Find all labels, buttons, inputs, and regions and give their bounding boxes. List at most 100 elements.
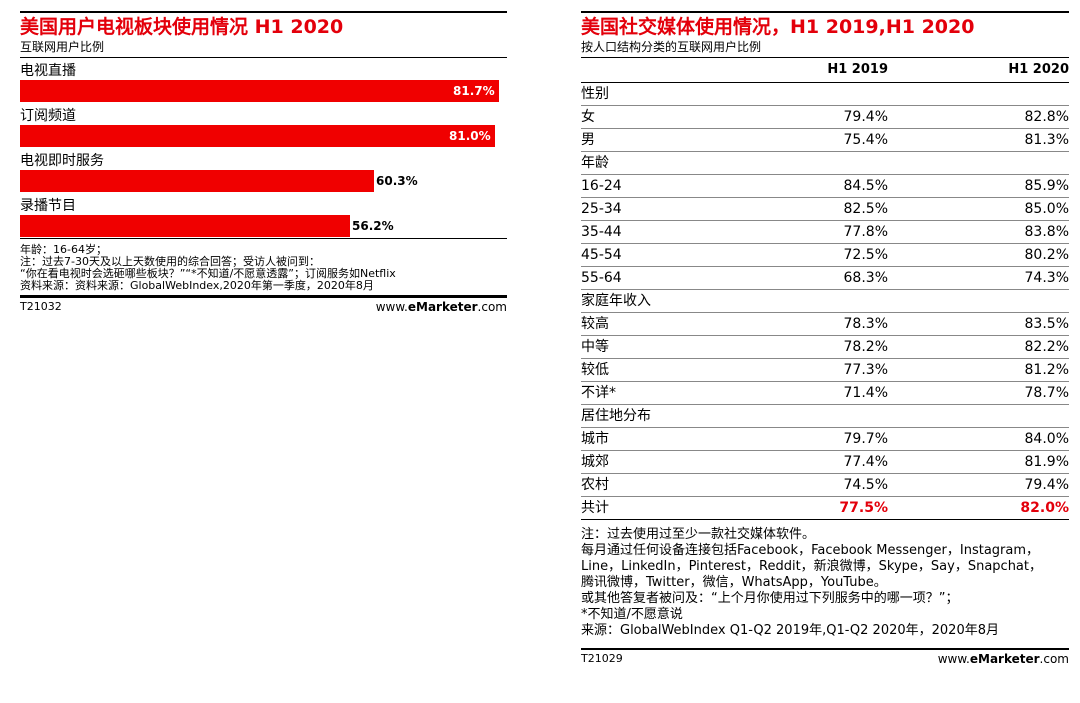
chart-code: T21032 (20, 300, 62, 313)
table-total-row: 共计 77.5% 82.0% (581, 497, 1069, 520)
table-section-row: 居住地分布 (581, 405, 1069, 428)
table-cell: 农村 (581, 477, 609, 493)
table-cell: 83.5% (1024, 316, 1069, 332)
top-rule (581, 11, 1069, 13)
bar (20, 170, 374, 192)
table-cell: 居住地分布 (581, 408, 651, 424)
bar-group: 录播节目 56.2% (20, 197, 507, 237)
table-section-row: 性别 (581, 83, 1069, 106)
table-cell: 男 (581, 132, 595, 148)
table-cell: 82.5% (843, 201, 888, 217)
table-cell: 79.7% (843, 431, 888, 447)
table-cell: 78.7% (1024, 385, 1069, 401)
bar-track: 56.2% (20, 215, 507, 237)
table-row: 农村 74.5% 79.4% (581, 474, 1069, 497)
table-body: 性别女 79.4% 82.8% 男 75.4% 81.3% 年龄 16-24 84.5% 85.9… (581, 83, 1069, 520)
table-subtitle: 按人口结构分类的互联网用户比例 (581, 40, 1069, 58)
brand-prefix: www. (375, 300, 408, 314)
table-row: 45-54 72.5% 80.2% (581, 244, 1069, 267)
table-cell: 84.5% (843, 178, 888, 194)
table-header: H1 2019 H1 2020 (581, 58, 1069, 83)
brand-suffix: .com (477, 300, 507, 314)
table-cell: 78.3% (843, 316, 888, 332)
table-cell: 45-54 (581, 247, 622, 263)
table-row: 不详* 71.4% 78.7% (581, 382, 1069, 405)
table-cell (788, 405, 888, 427)
table-cell: 82.8% (1024, 109, 1069, 125)
table-row: 较低 77.3% 81.2% (581, 359, 1069, 382)
table-cell: 82.2% (1024, 339, 1069, 355)
note-line: Line，LinkedIn，Pinterest，Reddit，新浪微博，Skyp… (581, 559, 1042, 574)
table-cell (788, 290, 888, 312)
bar-group: 订阅频道 81.0% (20, 107, 507, 147)
note-line: “你在看电视时会选砸哪些板块？”“*不知道/不愿意透露”；订阅服务如Netfli… (20, 267, 396, 280)
table-cell: 81.3% (1024, 132, 1069, 148)
table-section-row: 年龄 (581, 152, 1069, 175)
table-title: 美国社交媒体使用情况，H1 2019,H1 2020 (581, 16, 975, 38)
bar-label: 电视即时服务 (20, 153, 104, 169)
table-cell: 80.2% (1024, 247, 1069, 263)
note-line: 注：过去7-30天及以上天数使用的综合回答；受访人被问到： (20, 255, 320, 268)
bar (20, 125, 495, 147)
table-cell: 较低 (581, 362, 609, 378)
header-cell-h1-2020: H1 2020 (1008, 62, 1069, 77)
bar-value-label: 60.3% (376, 174, 418, 188)
table-cell (888, 405, 1069, 427)
note-line: *不知道/不愿意说 (581, 607, 683, 622)
brand-name: eMarketer (969, 652, 1040, 666)
table-cell: 79.4% (1024, 477, 1069, 493)
table-cell (888, 290, 1069, 312)
table-row: 女 79.4% 82.8% (581, 106, 1069, 129)
note-line: 每月通过任何设备连接包括Facebook，Facebook Messenger，… (581, 543, 1040, 558)
table-row: 16-24 84.5% 85.9% (581, 175, 1069, 198)
chart-title: 美国用户电视板块使用情况 H1 2020 (20, 16, 344, 38)
table-cell: 81.9% (1024, 454, 1069, 470)
table-cell: 77.8% (843, 224, 888, 240)
table-cell: 不详* (581, 385, 616, 401)
table-cell: 中等 (581, 339, 609, 355)
note-line: 年龄：16-64岁； (20, 243, 107, 256)
bar-track: 60.3% (20, 170, 507, 192)
table-section-row: 家庭年收入 (581, 290, 1069, 313)
table-row: 25-34 82.5% 85.0% (581, 198, 1069, 221)
top-rule (20, 11, 507, 13)
bar-value-label: 81.7% (453, 84, 495, 98)
brand-name: eMarketer (407, 300, 478, 314)
table-row: 较高 78.3% 83.5% (581, 313, 1069, 336)
table-row: 城市 79.7% 84.0% (581, 428, 1069, 451)
social-media-table-panel: 美国社交媒体使用情况，H1 2019,H1 2020 按人口结构分类的互联网用户… (581, 11, 1069, 666)
table-cell: 77.3% (843, 362, 888, 378)
table-cell: 家庭年收入 (581, 293, 651, 309)
note-line: 资料来源：资料来源：GlobalWebIndex,2020年第一季度，2020年… (20, 279, 374, 292)
table-cell: 城市 (581, 431, 609, 447)
table-row: 城郊 77.4% 81.9% (581, 451, 1069, 474)
table-cell: 79.4% (843, 109, 888, 125)
table-cell: 较高 (581, 316, 609, 332)
table-cell (888, 83, 1069, 105)
note-line: 或其他答复者被问及：“上个月你使用过下列服务中的哪一项？”； (581, 591, 959, 606)
bar-label: 录播节目 (20, 198, 76, 214)
table-cell: 25-34 (581, 201, 622, 217)
bar-track: 81.0% (20, 125, 507, 147)
table-cell: 82.0% (1020, 500, 1069, 516)
note-line: 注：过去使用过至少一款社交媒体软件。 (581, 527, 816, 542)
bar (20, 80, 499, 102)
bar-chart: 电视直播 81.7% 订阅频道 81.0% 电视即时服务 60.3% 录播节目 56.2% (20, 58, 507, 238)
table-row: 中等 78.2% 82.2% (581, 336, 1069, 359)
table-cell: 55-64 (581, 270, 622, 286)
table-cell: 性别 (581, 86, 609, 102)
bar-group: 电视即时服务 60.3% (20, 152, 507, 192)
table-cell: 城郊 (581, 454, 609, 470)
table-cell: 女 (581, 109, 595, 125)
table-cell (888, 152, 1069, 174)
table-cell: 85.9% (1024, 178, 1069, 194)
table-cell (788, 83, 888, 105)
table-cell (788, 152, 888, 174)
bar-group: 电视直播 81.7% (20, 62, 507, 102)
table-cell: 71.4% (843, 385, 888, 401)
brand-link[interactable]: www.eMarketer.com (938, 652, 1069, 666)
bar-label: 订阅频道 (20, 108, 76, 124)
table-cell: 68.3% (843, 270, 888, 286)
brand-link[interactable]: www.eMarketer.com (376, 300, 507, 314)
table-notes: 注：过去使用过至少一款社交媒体软件。 每月通过任何设备连接包括Facebook，… (581, 527, 1069, 639)
